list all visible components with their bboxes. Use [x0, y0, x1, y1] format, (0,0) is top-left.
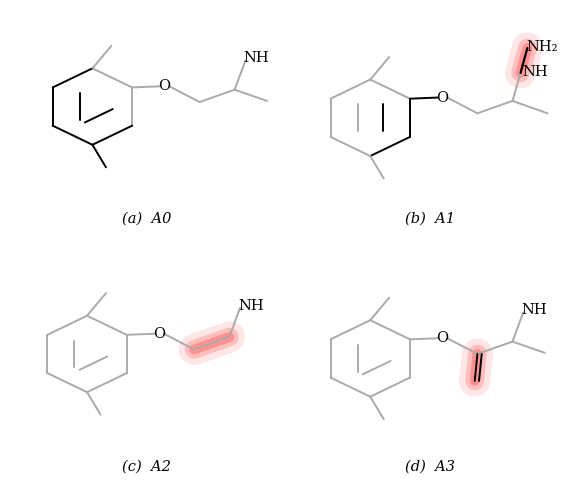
Text: O: O — [436, 331, 448, 345]
Text: NH: NH — [244, 51, 269, 65]
Text: NH: NH — [521, 303, 547, 317]
Text: (b)  A1: (b) A1 — [404, 212, 454, 226]
Text: NH: NH — [522, 64, 548, 79]
Text: NH: NH — [238, 299, 264, 312]
Text: NH₂: NH₂ — [526, 40, 558, 54]
Text: O: O — [436, 91, 448, 105]
Text: (d)  A3: (d) A3 — [404, 459, 454, 473]
Text: O: O — [153, 327, 165, 341]
Text: (a)  A0: (a) A0 — [122, 212, 171, 226]
Text: (c)  A2: (c) A2 — [122, 459, 171, 473]
Text: O: O — [158, 79, 170, 93]
